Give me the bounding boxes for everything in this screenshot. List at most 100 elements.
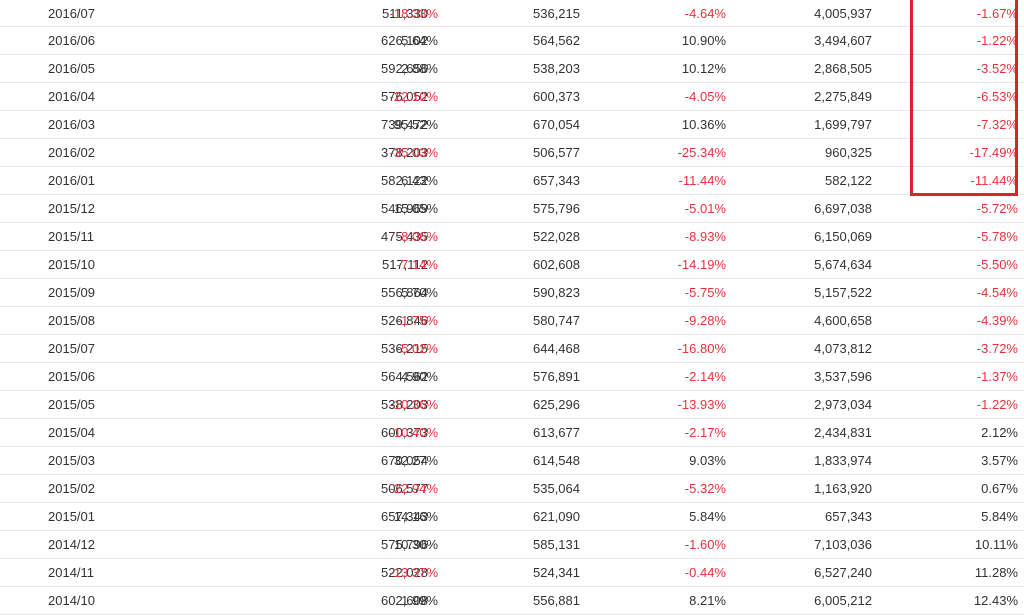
prev-year-sales-cell: 536,215 — [533, 6, 580, 21]
yoy-change-cell: -11.44% — [678, 173, 726, 188]
month-cell: 2015/08 — [48, 313, 95, 328]
month-cell: 2015/05 — [48, 397, 95, 412]
cumulative-sales-cell: 1,699,797 — [814, 117, 872, 132]
yoy-change-cell: 9.03% — [689, 453, 726, 468]
table-row: 2014/11 522,028 -13.37% 524,341 -0.44% 6,527,… — [0, 559, 1024, 587]
cumulative-yoy-change-cell: -3.52% — [976, 61, 1018, 76]
cumulative-yoy-change-cell: -1.67% — [976, 6, 1018, 21]
table-row: 2016/04 576,052 -22.10% 600,373 -4.05% 2,275,… — [0, 83, 1024, 111]
prev-year-sales-cell: 506,577 — [533, 145, 580, 160]
month-cell: 2016/06 — [48, 33, 95, 48]
yoy-change-cell: -4.05% — [684, 89, 726, 104]
cumulative-yoy-change-cell: 2.12% — [981, 425, 1018, 440]
yoy-change-cell: 10.36% — [681, 117, 726, 132]
yoy-change-cell: -14.19% — [677, 257, 726, 272]
mom-change-cell: -1.75% — [396, 313, 438, 328]
prev-year-sales-cell: 614,548 — [533, 453, 580, 468]
yoy-change-cell: -4.64% — [684, 6, 726, 21]
mom-change-cell: 5.64% — [401, 33, 438, 48]
yoy-change-cell: -13.93% — [677, 397, 726, 412]
cumulative-sales-cell: 2,275,849 — [814, 89, 872, 104]
mom-change-cell: -35.03% — [389, 145, 438, 160]
cumulative-sales-cell: 2,868,505 — [814, 61, 872, 76]
cumulative-yoy-change-cell: -6.53% — [976, 89, 1018, 104]
prev-year-sales-cell: 522,028 — [533, 229, 580, 244]
cumulative-sales-cell: 960,325 — [825, 145, 872, 160]
mom-change-cell: 4.90% — [401, 369, 438, 384]
table-row: 2016/01 582,122 6.43% 657,343 -11.44% 582,122… — [0, 167, 1024, 195]
cumulative-yoy-change-cell: -1.22% — [976, 33, 1018, 48]
month-cell: 2016/04 — [48, 89, 95, 104]
cumulative-sales-cell: 657,343 — [825, 509, 872, 524]
prev-year-sales-cell: 602,608 — [533, 257, 580, 272]
table-row: 2015/02 506,577 -22.94% 535,064 -5.32% 1,163,… — [0, 475, 1024, 503]
month-cell: 2014/10 — [48, 593, 95, 608]
mom-change-cell: 10.30% — [393, 537, 438, 552]
cumulative-sales-cell: 4,005,937 — [814, 6, 872, 21]
table-row: 2016/06 626,102 5.64% 564,562 10.90% 3,494,60… — [0, 27, 1024, 55]
cumulative-sales-cell: 6,697,038 — [814, 201, 872, 216]
sales-cell: 506,577 — [381, 481, 428, 496]
yoy-change-cell: -2.14% — [684, 369, 726, 384]
month-cell: 2015/07 — [48, 341, 95, 356]
cumulative-yoy-change-cell: -4.54% — [976, 285, 1018, 300]
yoy-change-cell: -2.17% — [684, 425, 726, 440]
table-row: 2016/07 511,330 -18.33% 536,215 -4.64% 4,005,… — [0, 0, 1024, 27]
table-row: 2015/07 536,215 -5.02% 644,468 -16.80% 4,073,… — [0, 335, 1024, 363]
cumulative-sales-cell: 5,157,522 — [814, 285, 872, 300]
prev-year-sales-cell: 576,891 — [533, 369, 580, 384]
prev-year-sales-cell: 600,373 — [533, 89, 580, 104]
cumulative-yoy-change-cell: -11.44% — [970, 173, 1018, 188]
cumulative-sales-cell: 6,150,069 — [814, 229, 872, 244]
cumulative-yoy-change-cell: 0.67% — [981, 481, 1018, 496]
yoy-change-cell: -5.01% — [684, 201, 726, 216]
prev-year-sales-cell: 585,131 — [533, 537, 580, 552]
prev-year-sales-cell: 657,343 — [533, 173, 580, 188]
mom-change-cell: -5.02% — [396, 341, 438, 356]
month-cell: 2015/12 — [48, 201, 95, 216]
sales-cell: 670,054 — [381, 453, 428, 468]
mom-change-cell: 6.43% — [401, 173, 438, 188]
sales-cell: 546,969 — [381, 201, 428, 216]
cumulative-yoy-change-cell: -1.22% — [976, 397, 1018, 412]
cumulative-sales-cell: 5,674,634 — [814, 257, 872, 272]
sales-cell: 582,122 — [381, 173, 428, 188]
sales-cell: 575,796 — [381, 537, 428, 552]
prev-year-sales-cell: 535,064 — [533, 481, 580, 496]
mom-change-cell: 1.99% — [401, 593, 438, 608]
sales-cell: 602,608 — [381, 593, 428, 608]
cumulative-sales-cell: 4,600,658 — [814, 313, 872, 328]
yoy-change-cell: -5.75% — [684, 285, 726, 300]
yoy-change-cell: 10.90% — [681, 33, 726, 48]
cumulative-sales-cell: 1,833,974 — [814, 453, 872, 468]
mom-change-cell: -7.14% — [396, 257, 438, 272]
cumulative-sales-cell: 2,973,034 — [814, 397, 872, 412]
sales-cell: 475,435 — [381, 229, 428, 244]
month-cell: 2015/02 — [48, 481, 95, 496]
sales-cell: 576,052 — [381, 89, 428, 104]
yoy-change-cell: -1.60% — [684, 537, 726, 552]
sales-cell: 626,102 — [381, 33, 428, 48]
table-row: 2016/03 739,472 95.52% 670,054 10.36% 1,699,7… — [0, 111, 1024, 139]
prev-year-sales-cell: 524,341 — [533, 565, 580, 580]
sales-cell: 536,215 — [381, 341, 428, 356]
yoy-change-cell: -5.32% — [684, 481, 726, 496]
yoy-change-cell: -0.44% — [684, 565, 726, 580]
table-row: 2015/03 670,054 32.27% 614,548 9.03% 1,833,97… — [0, 447, 1024, 475]
cumulative-yoy-change-cell: 12.43% — [973, 593, 1018, 608]
cumulative-yoy-change-cell: -3.72% — [976, 341, 1018, 356]
table-row: 2015/05 538,203 -10.36% 625,296 -13.93% 2,973… — [0, 391, 1024, 419]
table-row: 2015/04 600,373 -10.40% 613,677 -2.17% 2,434,… — [0, 419, 1024, 447]
month-cell: 2015/04 — [48, 425, 95, 440]
cumulative-yoy-change-cell: -5.78% — [976, 229, 1018, 244]
cumulative-sales-cell: 1,163,920 — [814, 481, 872, 496]
yoy-change-cell: 10.12% — [681, 61, 726, 76]
sales-cell: 739,472 — [381, 117, 428, 132]
mom-change-cell: 2.88% — [401, 61, 438, 76]
sales-cell: 517,112 — [381, 257, 428, 272]
cumulative-yoy-change-cell: -17.49% — [969, 145, 1018, 160]
yoy-change-cell: -8.93% — [684, 229, 726, 244]
month-cell: 2016/07 — [48, 6, 95, 21]
table-row: 2015/08 526,846 -1.75% 580,747 -9.28% 4,600,6… — [0, 307, 1024, 335]
month-cell: 2014/11 — [48, 565, 95, 580]
